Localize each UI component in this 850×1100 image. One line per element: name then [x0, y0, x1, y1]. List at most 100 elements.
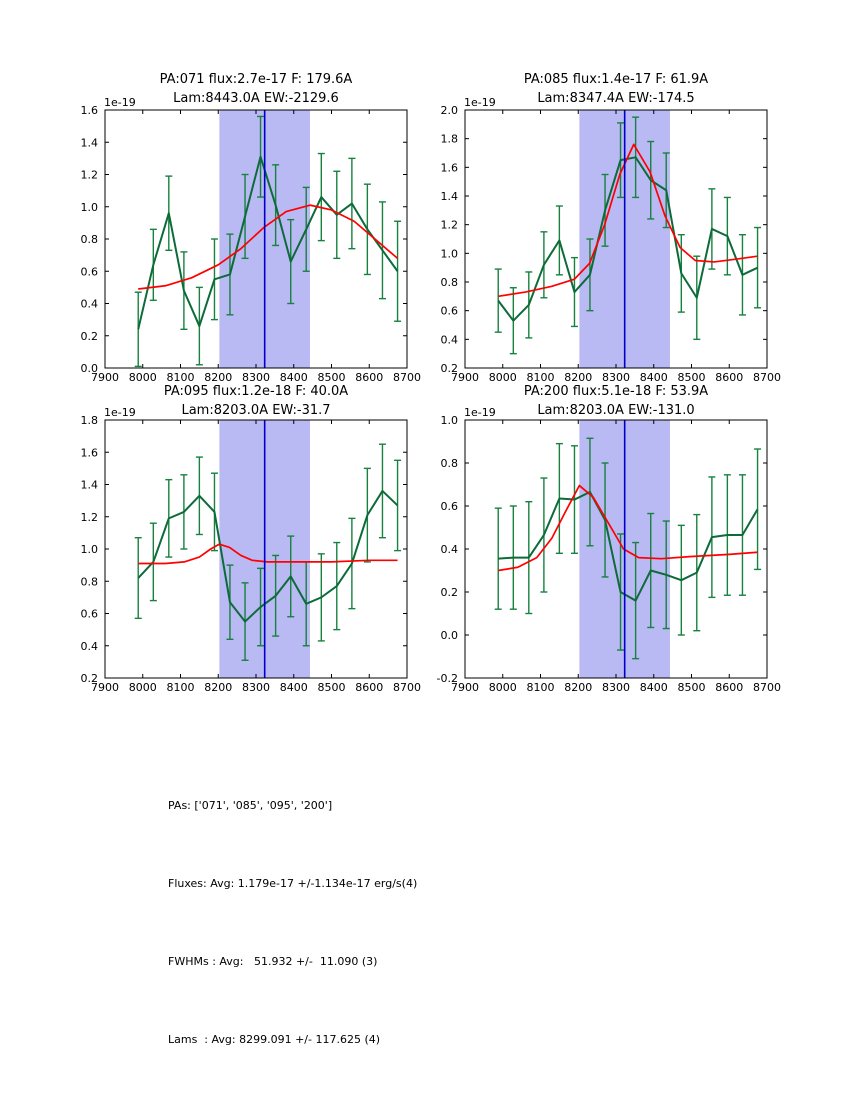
x-tick-label: 8600	[715, 681, 743, 694]
y-tick-label: 1.4	[441, 190, 459, 203]
y-axis-offset-label: 1e-19	[104, 406, 136, 419]
y-tick-label: 0.8	[81, 575, 99, 588]
summary-line-fluxes: Fluxes: Avg: 1.179e-17 +/-1.134e-17 erg/…	[168, 877, 418, 890]
y-tick-label: 0.4	[441, 333, 459, 346]
x-tick-label: 8700	[753, 681, 781, 694]
spectrum-line	[137, 155, 399, 330]
y-axis-offset-label: 1e-19	[464, 96, 496, 109]
x-tick-label: 8500	[318, 681, 346, 694]
chart-title-line1: PA:095 flux:1.2e-18 F: 40.0A	[163, 384, 349, 399]
chart-title-pa200: PA:200 flux:5.1e-18 F: 53.9A Lam:8203.0A…	[465, 382, 767, 420]
x-tick-label: 7900	[451, 371, 479, 384]
y-tick-label: 1.0	[441, 247, 459, 260]
y-tick-label: 1.2	[441, 219, 459, 232]
chart-title-line2: Lam:8203.0A EW:-131.0	[537, 403, 695, 418]
summary-line-pas: PAs: ['071', '085', '095', '200']	[168, 799, 333, 812]
chart-title-line1: PA:200 flux:5.1e-18 F: 53.9A	[523, 384, 709, 399]
y-tick-label: 1.8	[441, 133, 459, 146]
x-tick-label: 8200	[204, 371, 232, 384]
x-tick-label: 8400	[640, 681, 668, 694]
y-tick-label: 0.0	[81, 362, 99, 375]
y-tick-label: 1.6	[81, 104, 99, 117]
y-tick-label: 1.4	[81, 479, 99, 492]
x-tick-label: 8100	[167, 371, 195, 384]
y-tick-label: 0.4	[81, 640, 99, 653]
x-tick-label: 8500	[678, 681, 706, 694]
y-tick-label: 0.4	[81, 298, 99, 311]
y-tick-label: 0.2	[441, 362, 459, 375]
x-tick-label: 8100	[527, 371, 555, 384]
x-tick-label: 8400	[280, 371, 308, 384]
x-tick-label: 8500	[678, 371, 706, 384]
y-tick-label: 1.6	[81, 446, 99, 459]
summary-line-fwhms: FWHMs : Avg: 51.932 +/- 11.090 (3)	[168, 955, 378, 968]
y-tick-label: 0.6	[81, 265, 99, 278]
y-tick-label: 0.8	[441, 276, 459, 289]
chart-title-pa071: PA:071 flux:2.7e-17 F: 179.6A Lam:8443.0…	[105, 70, 407, 108]
y-tick-label: 0.2	[81, 330, 99, 343]
spectrum-line	[137, 489, 399, 623]
x-tick-label: 8500	[318, 371, 346, 384]
fit-line	[138, 543, 398, 565]
x-tick-label: 8400	[280, 681, 308, 694]
x-tick-label: 8000	[489, 371, 517, 384]
x-tick-label: 8600	[355, 681, 383, 694]
y-tick-label: 0.8	[81, 233, 99, 246]
x-tick-label: 8000	[129, 681, 157, 694]
y-tick-label: 1.6	[441, 161, 459, 174]
x-tick-label: 8300	[242, 371, 270, 384]
y-axis-offset-label: 1e-19	[104, 96, 136, 109]
spectrum-line	[498, 491, 759, 602]
x-tick-label: 8300	[242, 681, 270, 694]
x-tick-label: 8300	[602, 681, 630, 694]
y-tick-label: 2.0	[441, 104, 459, 117]
chart-title-line2: Lam:8203.0A EW:-31.7	[181, 403, 331, 418]
x-tick-label: 8300	[602, 371, 630, 384]
x-tick-label: 8000	[489, 681, 517, 694]
chart-title-line1: PA:071 flux:2.7e-17 F: 179.6A	[159, 72, 353, 87]
x-tick-label: 8600	[355, 371, 383, 384]
x-tick-label: 8700	[393, 371, 421, 384]
y-axis-offset-label: 1e-19	[464, 406, 496, 419]
fit-line	[498, 143, 758, 298]
summary-block: PAs: ['071', '085', '095', '200'] Fluxes…	[168, 741, 417, 1100]
y-tick-label: 0.2	[81, 672, 99, 685]
chart-title-line2: Lam:8443.0A EW:-2129.6	[173, 91, 339, 106]
y-tick-label: 1.4	[81, 136, 99, 149]
y-tick-label: 1.2	[81, 511, 99, 524]
x-tick-label: 7900	[451, 681, 479, 694]
x-tick-label: 8100	[167, 681, 195, 694]
chart-title-line1: PA:085 flux:1.4e-17 F: 61.9A	[523, 72, 709, 87]
fit-line	[138, 204, 399, 290]
chart-title-pa085: PA:085 flux:1.4e-17 F: 61.9A Lam:8347.4A…	[465, 70, 767, 108]
y-tick-label: 1.0	[81, 201, 99, 214]
x-tick-label: 7900	[91, 681, 119, 694]
y-tick-label: 0.8	[441, 457, 459, 470]
x-tick-label: 8100	[527, 681, 555, 694]
x-tick-label: 8700	[393, 681, 421, 694]
y-tick-label: 1.0	[441, 414, 459, 427]
x-tick-label: 8200	[204, 681, 232, 694]
spectrum-line	[497, 156, 758, 322]
x-tick-label: 8200	[564, 371, 592, 384]
chart-title-pa095: PA:095 flux:1.2e-18 F: 40.0A Lam:8203.0A…	[105, 382, 407, 420]
x-tick-label: 8700	[753, 371, 781, 384]
y-tick-label: 1.0	[81, 543, 99, 556]
y-tick-label: 0.0	[441, 629, 459, 642]
y-tick-label: 0.6	[81, 608, 99, 621]
summary-line-lams: Lams : Avg: 8299.091 +/- 117.625 (4)	[168, 1033, 381, 1046]
y-tick-label: 0.6	[441, 500, 459, 513]
y-tick-label: 0.2	[441, 586, 459, 599]
chart-title-line2: Lam:8347.4A EW:-174.5	[537, 91, 695, 106]
y-tick-label: 0.6	[441, 305, 459, 318]
x-tick-label: 7900	[91, 371, 119, 384]
y-tick-label: 1.2	[81, 169, 99, 182]
fit-line	[498, 484, 758, 572]
x-tick-label: 8000	[129, 371, 157, 384]
y-tick-label: -0.2	[437, 672, 458, 685]
y-tick-label: 1.8	[81, 414, 99, 427]
x-tick-label: 8200	[564, 681, 592, 694]
x-tick-label: 8600	[715, 371, 743, 384]
